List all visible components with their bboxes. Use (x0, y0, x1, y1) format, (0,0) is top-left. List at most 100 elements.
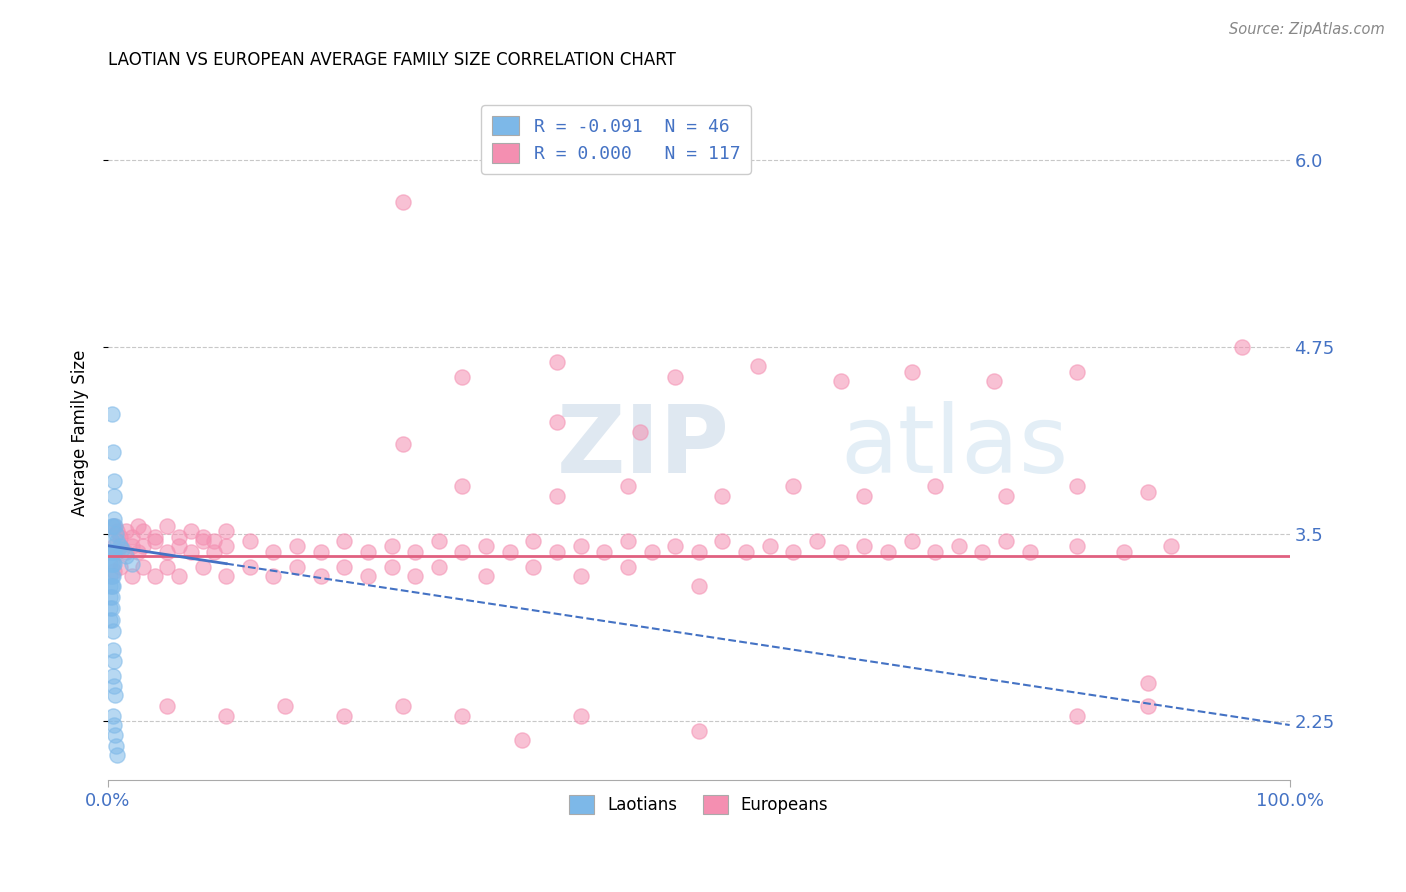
Point (1160, 539, 1182, 553)
Point (215, 524, 238, 538)
Point (522, 534, 544, 549)
Point (617, 479, 640, 493)
Point (333, 559, 356, 574)
Point (143, 530, 166, 544)
Point (191, 530, 214, 544)
Point (101, 557, 124, 571)
Point (381, 559, 404, 574)
Text: Source: ZipAtlas.com: Source: ZipAtlas.com (1229, 22, 1385, 37)
Point (569, 539, 592, 553)
Point (121, 557, 143, 571)
Point (167, 568, 190, 582)
Point (107, 544, 129, 558)
Point (451, 544, 474, 558)
Point (101, 624, 124, 638)
Point (98, 614, 121, 628)
Point (121, 539, 143, 553)
Point (735, 544, 758, 558)
Point (107, 534, 129, 549)
Point (156, 519, 179, 533)
Point (333, 709, 356, 723)
Point (924, 479, 946, 493)
Point (103, 544, 125, 558)
Point (664, 539, 686, 553)
Point (546, 415, 568, 429)
Point (100, 557, 122, 571)
Point (451, 370, 474, 384)
Point (664, 370, 686, 384)
Point (546, 544, 568, 558)
Point (98, 579, 121, 593)
Legend: Laotians, Europeans: Laotians, Europeans (560, 786, 838, 824)
Point (121, 568, 143, 582)
Point (101, 643, 124, 657)
Point (143, 568, 166, 582)
Point (215, 539, 238, 553)
Point (404, 568, 426, 582)
Point (132, 524, 155, 538)
Point (972, 544, 994, 558)
Point (285, 559, 308, 574)
Point (111, 541, 134, 556)
Point (900, 365, 922, 379)
Point (924, 544, 946, 558)
Point (101, 579, 124, 593)
Point (427, 559, 450, 574)
Point (215, 568, 238, 582)
Point (1114, 544, 1136, 558)
Point (1136, 698, 1159, 713)
Point (617, 559, 640, 574)
Point (100, 590, 122, 604)
Point (392, 698, 415, 713)
Point (100, 568, 122, 582)
Point (103, 490, 125, 504)
Point (103, 718, 125, 732)
Point (100, 407, 122, 421)
Point (1066, 365, 1088, 379)
Point (143, 534, 166, 549)
Point (101, 669, 124, 683)
Point (617, 534, 640, 549)
Point (262, 568, 284, 582)
Point (104, 688, 127, 702)
Point (101, 709, 124, 723)
Point (114, 544, 136, 558)
Point (101, 568, 124, 582)
Point (333, 534, 356, 549)
Point (107, 747, 129, 762)
Point (103, 519, 125, 533)
Point (1136, 484, 1159, 499)
Point (101, 519, 124, 533)
Point (98, 544, 121, 558)
Point (132, 559, 155, 574)
Point (876, 544, 898, 558)
Point (1066, 709, 1088, 723)
Point (640, 544, 662, 558)
Point (747, 359, 769, 374)
Point (309, 544, 332, 558)
Point (569, 568, 592, 582)
Point (103, 679, 125, 693)
Point (98, 568, 121, 582)
Text: atlas: atlas (841, 401, 1069, 492)
Point (1066, 479, 1088, 493)
Point (262, 544, 284, 558)
Point (101, 444, 124, 458)
Text: ZIP: ZIP (557, 401, 730, 492)
Point (100, 544, 122, 558)
Point (104, 519, 127, 533)
Y-axis label: Average Family Size: Average Family Size (72, 350, 89, 516)
Point (1232, 340, 1254, 354)
Point (132, 539, 155, 553)
Point (782, 479, 804, 493)
Point (105, 739, 128, 753)
Point (1018, 544, 1040, 558)
Point (114, 549, 136, 564)
Point (167, 530, 190, 544)
Point (127, 544, 149, 558)
Point (156, 544, 179, 558)
Point (103, 557, 125, 571)
Point (239, 559, 262, 574)
Point (108, 530, 131, 544)
Point (274, 698, 297, 713)
